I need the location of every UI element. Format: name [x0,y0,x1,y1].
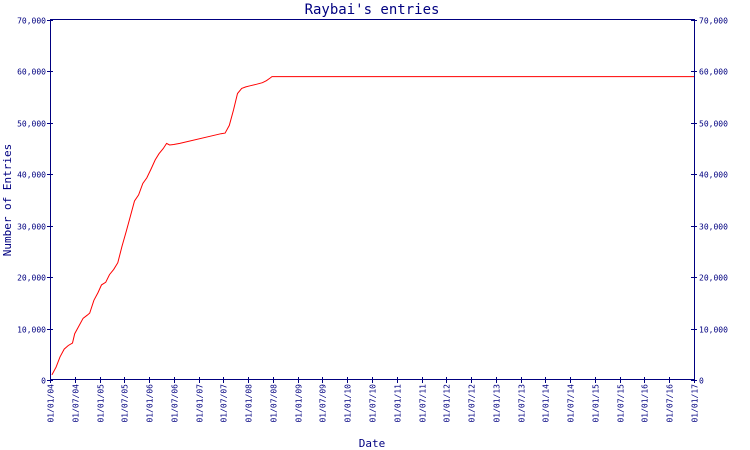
y-tick-label-right: 30,000 [699,223,728,232]
x-tick-label: 01/01/12 [443,384,452,423]
plot-area [50,19,695,380]
x-tick-label: 01/01/11 [394,384,403,423]
x-tick-label: 01/07/11 [419,384,428,423]
y-tick-label-right: 60,000 [699,68,728,77]
x-tick-label: 01/01/05 [97,384,106,423]
y-tick-label-left: 70,000 [17,17,46,26]
x-tick-label: 01/07/05 [121,384,130,423]
y-tick-label-left: 20,000 [17,274,46,283]
y-tick-label-right: 0 [699,377,704,386]
y-tick-label-left: 50,000 [17,120,46,129]
x-tick-label: 01/01/17 [691,384,700,423]
y-tick-label-left: 0 [41,377,46,386]
y-axis-right: 0 10,000 20,000 30,000 40,000 50,000 60,000 70,… [691,17,728,386]
x-axis: 01/01/04 01/07/04 01/01/05 01/07/05 01/01/06… [47,377,700,423]
x-tick-label: 01/01/04 [47,384,56,423]
x-tick-label: 01/01/08 [245,384,254,423]
y-tick-label-right: 40,000 [699,171,728,180]
x-tick-label: 01/07/14 [567,384,576,423]
y-tick-label-right: 10,000 [699,326,728,335]
x-axis-label: Date [359,437,386,450]
x-tick-label: 01/07/15 [617,384,626,423]
x-tick-label: 01/07/13 [518,384,527,423]
y-tick-label-left: 60,000 [17,68,46,77]
y-axis-left: 0 10,000 20,000 30,000 40,000 50,000 60,000 70,… [17,17,53,386]
y-tick-label-left: 30,000 [17,223,46,232]
x-tick-label: 01/07/16 [666,384,675,423]
x-tick-label: 01/07/10 [369,384,378,423]
x-tick-label: 01/07/09 [319,384,328,423]
x-tick-label: 01/01/09 [295,384,304,423]
x-tick-label: 01/01/13 [493,384,502,423]
y-tick-label-right: 70,000 [699,17,728,26]
y-tick-label-left: 10,000 [17,326,46,335]
x-tick-label: 01/01/14 [542,384,551,423]
x-tick-label: 01/07/06 [171,384,180,423]
x-tick-label: 01/01/16 [641,384,650,423]
x-tick-label: 01/01/10 [344,384,353,423]
x-tick-label: 01/07/08 [270,384,279,423]
x-tick-label: 01/07/12 [468,384,477,423]
x-tick-label: 01/01/15 [592,384,601,423]
x-tick-label: 01/07/04 [72,384,81,423]
y-axis-label: Number of Entries [1,144,14,257]
y-tick-label-right: 50,000 [699,120,728,129]
x-tick-label: 01/01/07 [196,384,205,423]
x-tick-label: 01/01/06 [146,384,155,423]
series-line [51,76,694,376]
x-tick-label: 01/07/07 [220,384,229,423]
chart-title: Raybai's entries [305,2,440,18]
y-tick-label-right: 20,000 [699,274,728,283]
y-tick-label-left: 40,000 [17,171,46,180]
